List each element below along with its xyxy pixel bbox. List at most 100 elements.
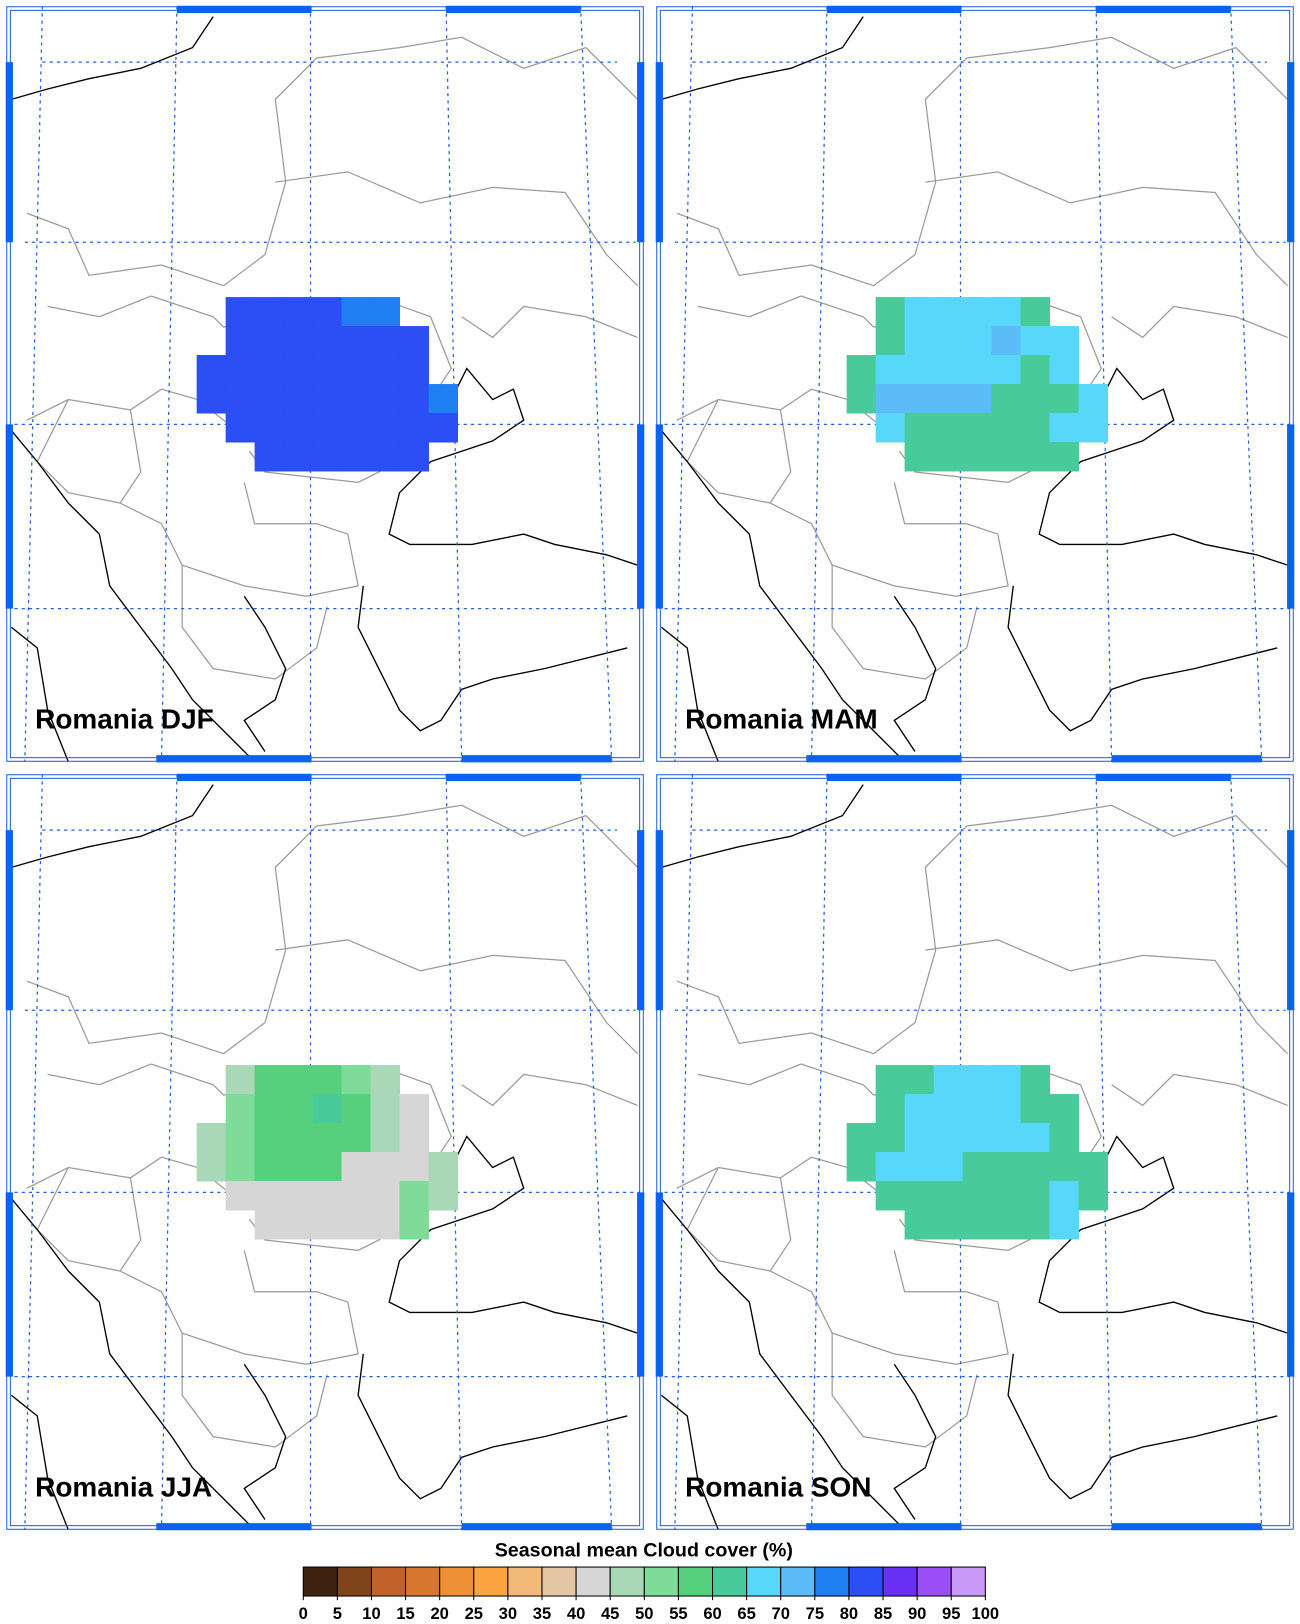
colorbar-swatch: [575, 1566, 611, 1597]
grid-cell: [962, 1065, 993, 1095]
grid-cell: [341, 1123, 372, 1153]
grid-cell: [1020, 355, 1051, 385]
colorbar-swatch: [507, 1566, 543, 1597]
grid-cell: [283, 1123, 314, 1153]
colorbar-swatch: [950, 1566, 986, 1597]
grid-cell: [225, 384, 256, 414]
grid-cell: [196, 1152, 227, 1182]
colorbar-tick-label: 40: [567, 1604, 585, 1623]
grid-cell: [370, 1065, 401, 1095]
grid-cell: [1078, 412, 1109, 443]
grid-cell: [312, 384, 343, 414]
colorbar-tick-label: 35: [533, 1604, 551, 1623]
grid-cell: [933, 1180, 964, 1211]
colorbar-swatch: [336, 1566, 372, 1597]
grid-cell: [370, 326, 401, 356]
panel-title: Romania DJF: [35, 704, 214, 735]
grid-cell: [399, 326, 430, 356]
grid-cell: [225, 1094, 256, 1124]
panel-title: Romania MAM: [685, 704, 877, 735]
colorbar-swatch: [882, 1566, 918, 1597]
grid-cell: [1078, 384, 1109, 414]
grid-cell: [846, 355, 877, 385]
grid-cell: [875, 1123, 906, 1153]
grid-cell: [1078, 1152, 1109, 1182]
grid-cell: [904, 326, 935, 356]
grid-cell: [399, 412, 430, 443]
grid-cell: [933, 412, 964, 443]
grid-cell: [904, 441, 935, 472]
grid-cell: [962, 412, 993, 443]
grid-cell: [283, 384, 314, 414]
grid-cell: [875, 297, 906, 327]
colorbar-swatch: [780, 1566, 816, 1597]
colorbar-tick-label: 25: [465, 1604, 483, 1623]
grid-cell: [904, 1180, 935, 1211]
grid-cell: [283, 441, 314, 472]
cloud-cover-field: [846, 297, 1109, 472]
grid-cell: [225, 1065, 256, 1095]
grid-cell: [196, 1123, 227, 1153]
grid-cell: [196, 384, 227, 414]
grid-cell: [991, 355, 1022, 385]
grid-cell: [254, 326, 285, 356]
grid-cell: [312, 1152, 343, 1182]
grid-cell: [283, 1180, 314, 1211]
panels: Romania DJF Romania MAM Romania JJA Romania…: [6, 6, 1294, 1530]
grid-cell: [991, 1094, 1022, 1124]
grid-cell: [875, 355, 906, 385]
grid-cell: [962, 1094, 993, 1124]
panel-title: Romania JJA: [35, 1472, 212, 1503]
grid-cell: [991, 1152, 1022, 1182]
grid-cell: [312, 1123, 343, 1153]
colorbar-tick-label: 95: [942, 1604, 960, 1623]
map-panel: Romania MAM: [656, 6, 1294, 762]
grid-cell: [370, 1180, 401, 1211]
grid-cell: [370, 355, 401, 385]
colorbar-swatch: [711, 1566, 748, 1597]
grid-cell: [933, 441, 964, 472]
grid-cell: [991, 412, 1022, 443]
grid-cell: [933, 1152, 964, 1182]
colorbar-swatch: [302, 1566, 338, 1597]
colorbar-swatch: [370, 1566, 407, 1597]
grid-cell: [962, 384, 993, 414]
colorbar-tick-label: 100: [972, 1604, 1000, 1623]
grid-cell: [196, 355, 227, 385]
grid-cell: [370, 412, 401, 443]
grid-cell: [370, 1209, 401, 1240]
grid-cell: [933, 297, 964, 327]
panel-title: Romania SON: [685, 1472, 871, 1503]
colorbar-tick-label: 0: [299, 1604, 308, 1623]
grid-cell: [962, 1180, 993, 1211]
grid-cell: [283, 1094, 314, 1124]
grid-cell: [399, 441, 430, 472]
grid-cell: [1020, 1209, 1051, 1240]
grid-cell: [1049, 1123, 1080, 1153]
grid-cell: [1049, 326, 1080, 356]
grid-cell: [1020, 1094, 1051, 1124]
colorbar-swatch: [473, 1566, 509, 1597]
grid-cell: [962, 1123, 993, 1153]
cloud-cover-field: [196, 297, 459, 472]
grid-cell: [399, 1180, 430, 1211]
colorbar-swatch: [746, 1566, 782, 1597]
grid-cell: [225, 1123, 256, 1153]
grid-cell: [399, 355, 430, 385]
grid-cell: [254, 1123, 285, 1153]
grid-cell: [254, 412, 285, 443]
grid-cell: [225, 1152, 256, 1182]
grid-cell: [1049, 441, 1080, 472]
grid-cell: [254, 355, 285, 385]
colorbar-tick-label: 45: [601, 1604, 619, 1623]
grid-cell: [312, 1065, 343, 1095]
grid-cell: [962, 1152, 993, 1182]
grid-cell: [904, 1065, 935, 1095]
grid-cell: [1049, 384, 1080, 414]
grid-cell: [312, 326, 343, 356]
colorbar-tick-label: 15: [396, 1604, 414, 1623]
grid-cell: [254, 1094, 285, 1124]
grid-cell: [904, 1123, 935, 1153]
grid-cell: [991, 441, 1022, 472]
grid-cell: [254, 1209, 285, 1240]
